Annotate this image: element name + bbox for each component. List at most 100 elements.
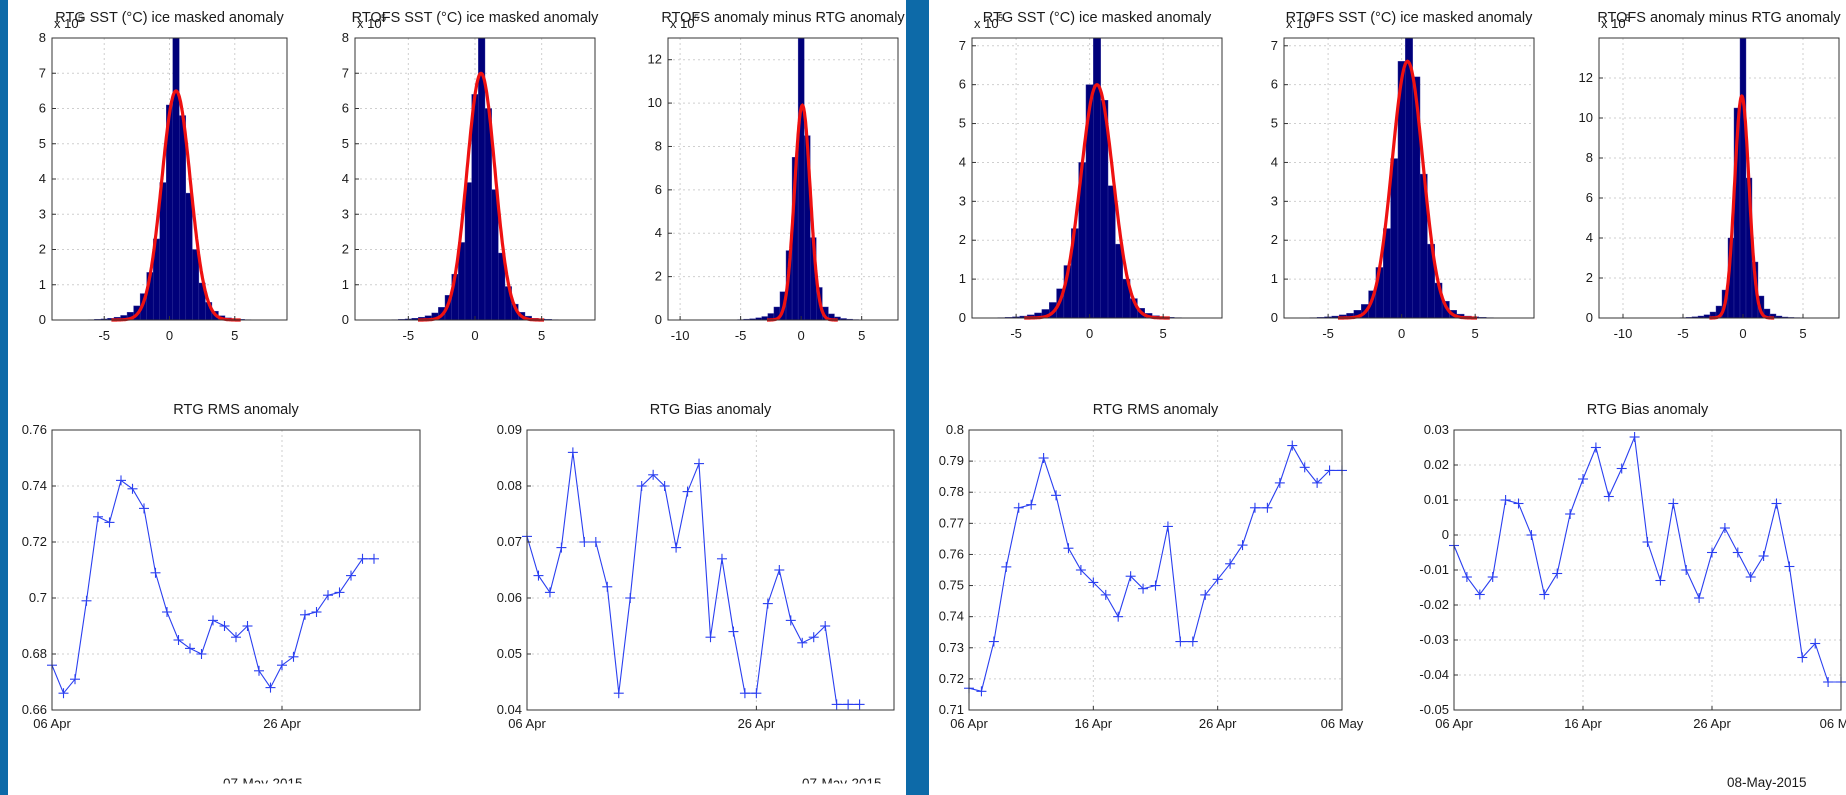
data-point-marker — [231, 632, 241, 643]
right-line-bias: 06 Apr 16 Apr 26 Apr 06 May -0.05 -0.04 -0.03 -… — [1399, 395, 1846, 745]
plot-frame — [1283, 37, 1535, 319]
data-point-marker — [1063, 543, 1074, 554]
data-point-marker — [323, 590, 333, 601]
right-histogram-rtg-sst: -5 0 5 0 1 2 3 4 5 6 7 x 10 5 RTG SST (°C) ice masked… — [929, 0, 1229, 345]
gaussian-fit-line — [418, 71, 544, 322]
y-tick-label: 0.76 — [22, 422, 47, 437]
plot-frame — [51, 429, 421, 711]
data-point-marker — [70, 674, 80, 685]
y-tick-label: 5 — [959, 116, 966, 131]
data-point-marker — [728, 626, 739, 637]
data-point-marker — [602, 581, 613, 592]
data-point-marker — [1249, 502, 1260, 513]
data-point-marker — [1732, 547, 1743, 558]
x-tick-label: 26 Apr — [1693, 716, 1731, 731]
line-chart-svg: 06 Apr 26 Apr 0.04 0.05 0.06 0.07 0.08 0.09 RTG … — [497, 402, 895, 731]
series-line — [51, 479, 374, 695]
y-tick-label: 0.09 — [497, 422, 522, 437]
y-tick-label: 4 — [39, 171, 46, 186]
y-tick-label: 0.72 — [939, 671, 964, 686]
line-chart-title: RTG RMS anomaly — [173, 402, 299, 418]
line-chart-title: RTG RMS anomaly — [1093, 402, 1219, 418]
y-tick-label: 0.76 — [939, 546, 964, 561]
data-point-marker — [311, 607, 322, 617]
data-point-marker — [1758, 551, 1769, 561]
y-exponent-power: 5 — [694, 13, 699, 23]
y-tick-label: 8 — [342, 30, 349, 45]
x-tick-label: 16 Apr — [1564, 716, 1602, 731]
data-point-marker — [150, 567, 161, 578]
data-point-marker — [648, 469, 659, 480]
x-tick-label: -5 — [735, 328, 747, 343]
y-tick-label: 0 — [655, 312, 662, 327]
data-point-marker — [208, 615, 218, 626]
y-tick-label: 2 — [342, 242, 349, 257]
line-chart-svg: 06 Apr 16 Apr 26 Apr 06 May 0.71 0.72 0.73 0.74… — [939, 402, 1364, 731]
y-tick-label: 10 — [1579, 110, 1593, 125]
left-histogram-rtofs-sst: -5 0 5 0 1 2 3 4 5 6 7 8 x 10 5 RTOFS SST (°C) ice mas… — [310, 0, 600, 343]
y-exponent-power: 5 — [998, 13, 1003, 23]
left-line-bias: 06 Apr 26 Apr 0.04 0.05 0.06 0.07 0.08 0.09 RTG … — [478, 395, 898, 745]
plot-frame — [526, 429, 895, 711]
data-point-marker — [1655, 575, 1666, 586]
y-tick-label: 6 — [655, 182, 662, 197]
data-point-marker — [785, 615, 796, 626]
data-point-marker — [797, 637, 808, 648]
data-point-marker — [357, 553, 368, 564]
x-tick-label: 06 May — [1820, 716, 1846, 731]
data-point-marker — [104, 517, 115, 528]
y-tick-label: 4 — [1586, 230, 1593, 245]
data-point-marker — [219, 621, 230, 631]
data-point-marker — [288, 651, 299, 662]
data-point-marker — [1001, 561, 1012, 572]
histogram-bar — [1093, 37, 1101, 319]
histogram-title: RTOFS anomaly minus RTG anomaly — [1597, 10, 1841, 26]
y-tick-label: 4 — [655, 225, 662, 240]
y-tick-label: 0.05 — [497, 646, 522, 661]
histogram-bar — [172, 37, 180, 321]
histogram-title: RTOFS SST (°C) ice masked anomaly — [352, 10, 599, 26]
y-tick-label: 7 — [342, 65, 349, 80]
histogram-bar — [761, 316, 769, 321]
data-point-marker — [556, 542, 567, 553]
data-point-marker — [820, 621, 831, 631]
histogram-bar — [192, 249, 200, 321]
data-point-marker — [567, 447, 578, 458]
data-point-marker — [636, 481, 647, 491]
plot-frame — [1453, 429, 1842, 711]
y-tick-label: 4 — [959, 154, 966, 169]
data-point-marker — [1810, 638, 1821, 649]
data-point-marker — [185, 643, 195, 654]
data-point-marker — [751, 688, 762, 699]
histogram-title: RTOFS anomaly minus RTG anomaly — [661, 10, 905, 26]
y-tick-label: 2 — [655, 269, 662, 284]
data-point-marker — [1125, 571, 1136, 582]
data-point-marker — [1088, 577, 1099, 588]
y-tick-label: 1 — [1271, 271, 1278, 286]
x-tick-label: 06 Apr — [1435, 716, 1473, 731]
data-point-marker — [1200, 589, 1211, 600]
y-tick-label: 3 — [39, 206, 46, 221]
data-point-marker — [1603, 491, 1614, 502]
x-tick-label: 06 Apr — [950, 716, 988, 731]
data-point-marker — [1262, 502, 1273, 513]
data-point-marker — [1745, 572, 1756, 582]
gaussian-fit-line — [1709, 94, 1775, 320]
y-tick-label: 0.75 — [939, 578, 964, 593]
y-exponent-label: x 10 — [1286, 16, 1311, 31]
data-point-marker — [1312, 477, 1323, 488]
y-exponent-label: x 10 — [974, 16, 999, 31]
series-line — [968, 444, 1342, 692]
y-tick-label: 0.7 — [29, 590, 47, 605]
right-histogram-difference: -10 -5 0 5 0 2 4 6 8 10 12 x 10 5 RTOFS anomaly minus… — [1544, 0, 1846, 345]
y-tick-label: 0.74 — [939, 609, 964, 624]
histogram-title: RTOFS SST (°C) ice masked anomaly — [1286, 10, 1533, 26]
data-point-marker — [1500, 495, 1511, 505]
y-tick-label: 0.01 — [1424, 492, 1449, 507]
y-tick-label: 5 — [342, 136, 349, 151]
data-point-marker — [277, 660, 287, 671]
